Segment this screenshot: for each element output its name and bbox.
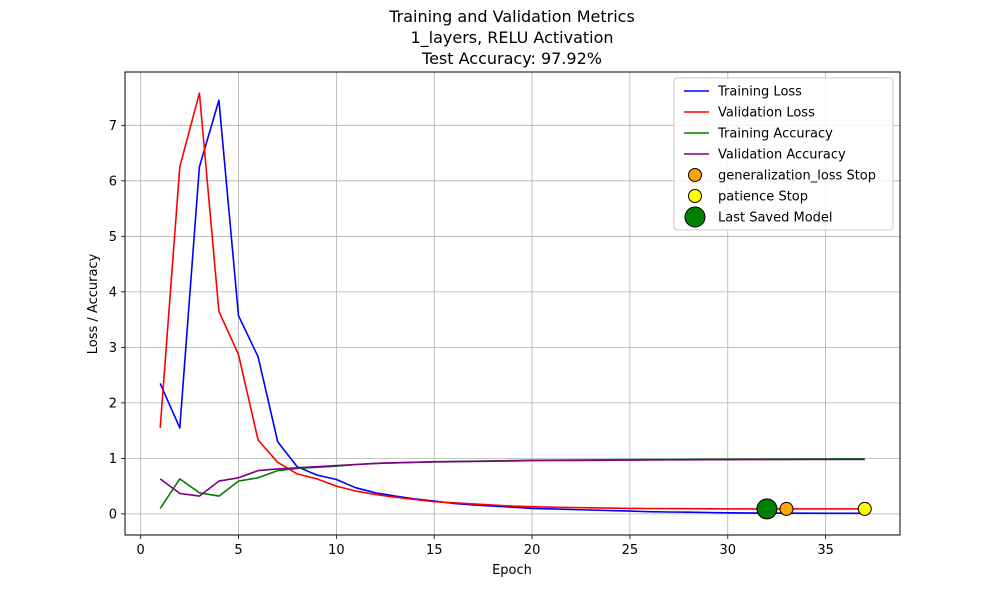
validation-loss-line [159,92,865,510]
legend-entry-training-accuracy: Training Accuracy [717,127,833,142]
x-axis-ticks: 0 5 10 15 20 25 30 35 [137,535,834,558]
legend-box [673,77,894,231]
x-tick-label: 25 [622,543,639,558]
x-tick-label: 0 [137,543,145,558]
y-tick-label: 6 [109,174,117,189]
legend-entry-generalization-loss-stop: generalization_loss Stop [718,169,876,184]
y-axis-ticks: 0 1 2 3 4 5 6 7 [109,119,125,522]
patience-stop-marker [857,501,872,516]
legend-entry-training-loss: Training Loss [717,85,802,100]
legend-entry-last-saved-model: Last Saved Model [718,211,833,226]
last-saved-model-marker [756,498,778,520]
legend-swatch-generalization-loss-stop [688,168,702,182]
y-tick-label: 5 [109,230,117,245]
stop-markers [756,498,872,520]
y-axis-label: Loss / Accuracy [86,253,101,354]
chart-title-line-3: Test Accuracy: 97.92% [421,49,602,68]
training-loss-line [159,99,865,515]
x-tick-label: 20 [524,543,541,558]
x-tick-label: 5 [234,543,242,558]
chart-title: Training and Validation Metrics 1_layers… [388,7,635,68]
x-tick-label: 15 [426,543,443,558]
series-lines [159,92,865,515]
y-tick-label: 7 [109,119,117,134]
plot-frame [124,71,901,536]
x-tick-label: 30 [720,543,737,558]
chart-title-line-2: 1_layers, RELU Activation [410,28,613,48]
y-tick-label: 1 [109,452,117,467]
y-tick-label: 4 [109,285,117,300]
legend-entry-patience-stop: patience Stop [718,190,808,205]
x-axis-label: Epoch [492,563,532,578]
x-tick-label: 10 [328,543,345,558]
legend-entry-validation-loss: Validation Loss [718,106,815,121]
legend-swatch-last-saved-model [684,206,706,228]
legend-swatch-patience-stop [688,189,702,203]
x-tick-label: 35 [817,543,834,558]
legend-entry-validation-accuracy: Validation Accuracy [718,148,846,163]
y-tick-label: 3 [109,341,117,356]
legend: Training Loss Validation Loss Training Acc… [673,77,894,231]
y-tick-label: 0 [109,507,117,522]
validation-accuracy-line [159,458,865,497]
y-tick-label: 2 [109,396,117,411]
chart-title-line-1: Training and Validation Metrics [388,7,635,26]
generalization-loss-stop-marker [779,501,794,516]
